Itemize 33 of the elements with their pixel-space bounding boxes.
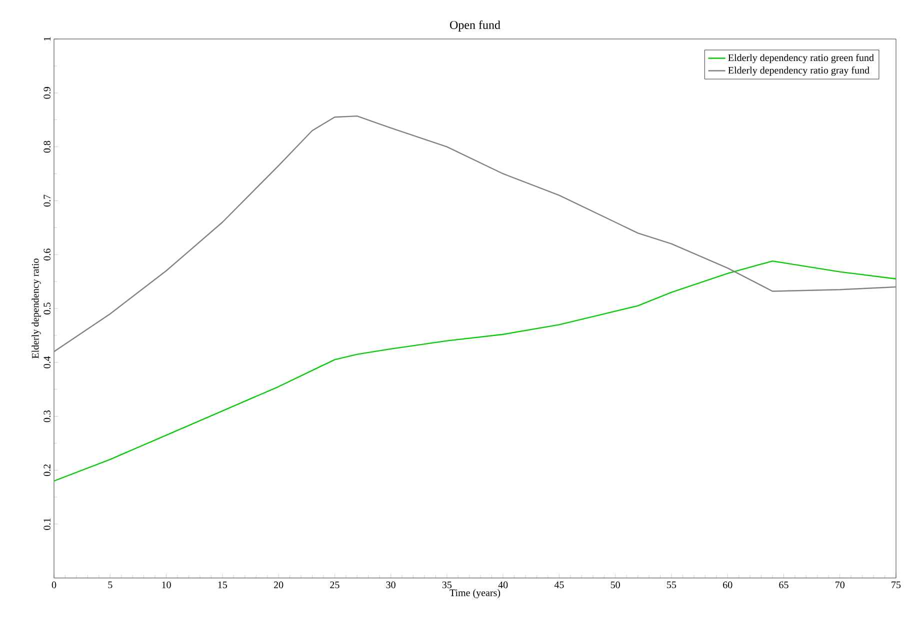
x-tick-label: 0	[52, 582, 56, 588]
y-tick-label: 0.7	[44, 194, 50, 207]
y-tick-label: 0.3	[44, 410, 50, 422]
line-series	[54, 115, 896, 352]
x-tick-label: 55	[667, 582, 676, 588]
x-tick-label: 40	[498, 582, 508, 588]
x-tick-label: 70	[836, 582, 844, 588]
y-tick-label: 0.2	[44, 464, 50, 476]
x-tick-label: 10	[162, 582, 171, 588]
y-tick-label: 0.4	[44, 356, 50, 368]
legend-label: Elderly dependency ratio gray fund	[728, 66, 870, 76]
x-tick-label: 65	[779, 582, 788, 588]
x-tick-label: 45	[554, 582, 564, 588]
x-tick-label: 20	[274, 582, 284, 588]
y-tick-label: 0.8	[44, 140, 50, 153]
legend-label: Elderly dependency ratio green fund	[728, 54, 874, 64]
chart-title: Open fund	[450, 20, 500, 32]
x-tick-label: 5	[108, 582, 112, 588]
y-tick-label: 0.9	[44, 87, 50, 99]
x-tick-label: 30	[386, 582, 396, 588]
x-axis-title: Time (years)	[450, 589, 500, 598]
x-tick-label: 60	[723, 582, 732, 588]
y-tick-label: 0.6	[44, 248, 50, 260]
x-tick-label: 25	[330, 582, 340, 588]
x-tick-label: 15	[218, 582, 228, 588]
x-tick-label: 50	[610, 582, 620, 588]
y-axis-title: Elderly dependency ratio	[32, 258, 41, 358]
x-tick-label: 35	[442, 582, 452, 588]
line-series	[54, 260, 896, 482]
y-tick-label: 0.5	[44, 302, 50, 314]
x-tick-label: 75	[892, 582, 901, 588]
y-tick-label: 0.1	[44, 518, 50, 530]
y-tick-label: 1	[44, 37, 50, 41]
